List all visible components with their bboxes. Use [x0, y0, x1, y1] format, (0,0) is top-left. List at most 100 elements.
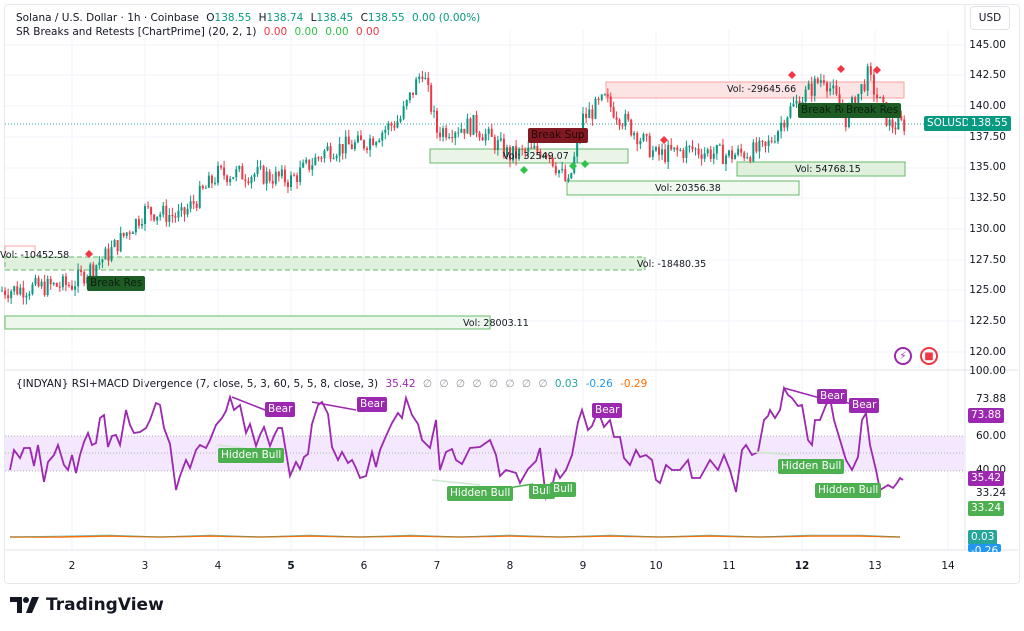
- indicator-value: 0.00: [294, 26, 318, 38]
- null-value: ∅: [422, 378, 433, 390]
- null-value: ∅: [455, 378, 466, 390]
- time-tick: 13: [868, 560, 882, 572]
- macd-line: [9, 534, 901, 538]
- price-tick: 122.50: [969, 315, 1006, 327]
- rsi-value: 35.42: [385, 378, 416, 390]
- lightning-icon[interactable]: ⚡: [894, 347, 912, 365]
- support-zone[interactable]: [566, 180, 800, 196]
- null-value: ∅: [538, 378, 548, 390]
- change-value: 0.00 (0.00%): [412, 12, 481, 24]
- hidden-bull-label: Hidden Bull: [778, 459, 845, 474]
- zone-label: Vol: -29645.66: [727, 84, 797, 95]
- support-zone[interactable]: [4, 256, 646, 271]
- price-tick: 125.00: [969, 284, 1006, 296]
- open-label: O: [206, 12, 215, 24]
- indicator-name: {INDYAN} RSI+MACD Divergence (7, close, …: [16, 378, 379, 390]
- brand-name: TradingView: [46, 595, 164, 615]
- rsi-tick: 100.00: [969, 365, 1006, 377]
- time-tick: 12: [794, 560, 810, 572]
- break-res-label: Break Re: [798, 103, 851, 118]
- indicator-legend-sr[interactable]: SR Breaks and Retests [ChartPrime] (20, …: [16, 26, 383, 38]
- break-sup-label: Break Sup: [528, 128, 588, 143]
- zone-label: Vol: 28003.11: [463, 318, 529, 329]
- null-value: ∅: [488, 378, 499, 390]
- macd-tag: 0.03: [968, 530, 998, 545]
- symbol-title: Solana / U.S. Dollar · 1h · Coinbase: [16, 12, 199, 24]
- close-value: 138.55: [367, 12, 405, 24]
- signal-diamonds: [85, 65, 881, 258]
- tv-logo-icon: [10, 597, 39, 613]
- price-tick: 135.00: [969, 161, 1006, 173]
- rsi-tick: 33.24: [975, 487, 1006, 499]
- zone-label: Vol: 54768.15: [795, 164, 861, 175]
- price-tick: 127.50: [969, 254, 1006, 266]
- null-value: ∅: [472, 378, 482, 390]
- zone-label: Vol: -10452.58: [0, 250, 70, 261]
- zone-label: Vol: 32549.07: [503, 151, 569, 162]
- null-value: ∅: [521, 378, 532, 390]
- null-value: ∅: [439, 378, 449, 390]
- price-tick: 145.00: [969, 39, 1006, 51]
- time-tick: 10: [649, 560, 663, 572]
- high-value: 138.74: [266, 12, 304, 24]
- price-tick: 132.50: [969, 192, 1006, 204]
- price-tick: 130.00: [969, 223, 1006, 235]
- zone-label: Vol: 20356.38: [655, 183, 721, 194]
- indicator-value: 0.00: [325, 26, 349, 38]
- time-tick: 9: [579, 560, 587, 572]
- time-tick: 4: [214, 560, 222, 572]
- bear-label: Bear: [817, 389, 848, 404]
- time-tick: 2: [68, 560, 76, 572]
- open-value: 138.55: [214, 12, 252, 24]
- rsi-line: [9, 385, 904, 501]
- macd-value: 0.03: [554, 378, 579, 390]
- close-label: C: [360, 12, 368, 24]
- indicator-value: 0.00: [263, 26, 288, 38]
- us-flag-icon[interactable]: ■: [920, 347, 938, 365]
- bear-label: Bear: [265, 402, 296, 417]
- time-tick: 14: [941, 560, 955, 572]
- rsi-value-tag: 35.42: [968, 471, 1005, 486]
- time-tick: 11: [722, 560, 736, 572]
- symbol-legend[interactable]: Solana / U.S. Dollar · 1h · Coinbase O13…: [16, 12, 484, 24]
- signal-tag: -0.26: [968, 544, 1002, 552]
- bear-label: Bear: [849, 398, 880, 413]
- symbol-price-tag: SOLUSD: [924, 116, 973, 131]
- bear-label: Bear: [592, 403, 623, 418]
- break-res-label: Break Res: [87, 276, 146, 291]
- time-tick: 8: [506, 560, 514, 572]
- histogram-value: -0.29: [620, 378, 648, 390]
- break-res-label: Break Res: [843, 103, 902, 118]
- hidden-bull-label: Hidden Bull: [447, 486, 514, 501]
- rsi-tick: 60.00: [975, 430, 1006, 442]
- hidden-bull-label: Hidden Bull: [815, 483, 882, 498]
- resistance-zone[interactable]: [605, 81, 905, 99]
- support-zone[interactable]: [736, 161, 906, 177]
- currency-button[interactable]: USD: [970, 6, 1010, 30]
- high-label: H: [258, 12, 267, 24]
- time-tick: 3: [141, 560, 149, 572]
- time-tick: 6: [360, 560, 368, 572]
- tradingview-logo[interactable]: TradingView: [10, 595, 164, 615]
- price-tick: 137.50: [969, 131, 1006, 143]
- indicator-name: SR Breaks and Retests [ChartPrime] (20, …: [16, 26, 257, 38]
- zone-label: Vol: -18480.35: [637, 259, 707, 270]
- bear-label: Bear: [357, 397, 388, 412]
- rsi-low-tag: 33.24: [968, 501, 1005, 516]
- signal-value: -0.26: [585, 378, 613, 390]
- hidden-bull-label: Hidden Bull: [218, 448, 285, 463]
- price-tick: 142.50: [969, 69, 1006, 81]
- indicator-value: 0.00: [356, 26, 380, 38]
- time-tick: 5: [287, 560, 295, 572]
- last-price-tag: 138.55: [968, 116, 1011, 131]
- low-label: L: [310, 12, 317, 24]
- price-tick: 140.00: [969, 100, 1006, 112]
- rsi-high-tag: 73.88: [968, 408, 1005, 423]
- bull-label: Bull: [550, 482, 576, 497]
- rsi-tick: 73.88: [975, 393, 1006, 405]
- support-zone[interactable]: [4, 315, 491, 330]
- bull-label: Bull: [529, 484, 555, 499]
- time-tick: 7: [433, 560, 441, 572]
- price-tick: 120.00: [969, 346, 1006, 358]
